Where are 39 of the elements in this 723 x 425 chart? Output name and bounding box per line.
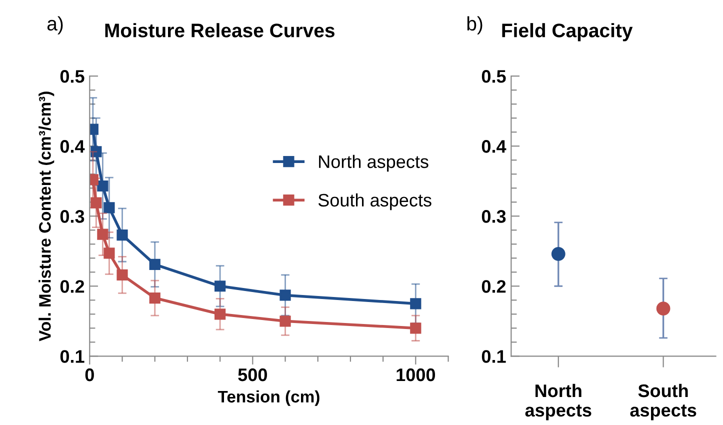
point [410, 298, 422, 310]
point [97, 180, 108, 192]
x-tick-label: 1000 [396, 368, 436, 382]
point [214, 280, 226, 292]
text: b) [467, 16, 482, 34]
y-tick-label: 0.2 [482, 280, 506, 293]
point [149, 258, 160, 270]
x-tick-label: 0 [85, 368, 94, 382]
point [116, 269, 128, 280]
y-tick-label: 0.4 [60, 140, 85, 153]
text: a) [47, 16, 63, 34]
y-tick-label: 0.3 [482, 210, 506, 223]
point [214, 308, 226, 320]
legend-label: South aspects [318, 193, 432, 210]
point [410, 322, 422, 334]
point [116, 229, 128, 241]
point [90, 146, 102, 158]
x-tick-label: South aspects [630, 384, 696, 420]
point [104, 202, 115, 214]
point [280, 316, 291, 327]
point [280, 290, 291, 301]
x-tick-label: 500 [238, 368, 267, 382]
y-tick-label: 0.3 [60, 210, 84, 223]
chart-title: Moisture Release Curves [105, 23, 334, 38]
y-tick-label: 0.5 [60, 70, 84, 83]
chart-title: Field Capacity [502, 23, 633, 42]
point [97, 228, 108, 240]
y-tick-label: 0.2 [60, 280, 84, 293]
y-tick-label: 0.1 [482, 350, 506, 363]
point [149, 292, 160, 304]
x-axis-title: Tension (cm) [218, 390, 320, 406]
y-tick-label: 0.1 [60, 350, 84, 363]
y-tick-label: 0.4 [482, 140, 506, 153]
x-tick-label: North aspects [525, 384, 592, 420]
y-tick-label: 0.5 [482, 70, 506, 83]
y-axis-title: Vol. Moisture Content (cm³/cm³) [38, 92, 54, 342]
point [90, 197, 102, 208]
point [104, 248, 115, 259]
legend-label: North aspects [319, 154, 428, 172]
